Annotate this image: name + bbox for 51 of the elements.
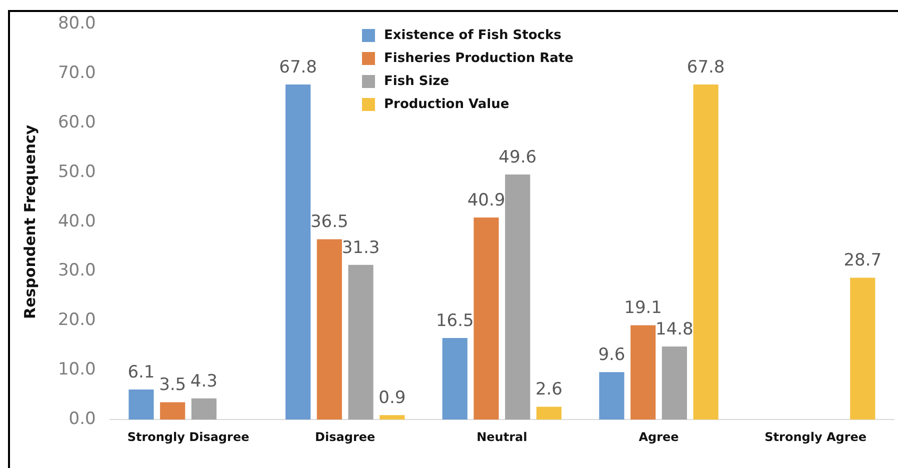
- y-tick-label: 60.0: [58, 112, 96, 132]
- bar: [316, 239, 342, 420]
- bar: [662, 346, 687, 420]
- legend-label: Fish Size: [383, 73, 450, 91]
- y-tick-label: 10.0: [58, 360, 96, 380]
- y-tick-label: 30.0: [58, 260, 96, 281]
- bar: [850, 278, 876, 420]
- data-label: 67.8: [686, 57, 725, 78]
- bar: [128, 389, 154, 420]
- bar: [474, 217, 499, 420]
- data-label: 0.9: [378, 388, 406, 408]
- data-label: 2.6: [535, 380, 562, 400]
- y-tick-label: 50.0: [58, 162, 96, 182]
- bar: [599, 372, 624, 420]
- data-label: 6.1: [128, 362, 155, 382]
- data-label: 36.5: [310, 212, 348, 232]
- data-label: 4.3: [190, 371, 218, 392]
- y-tick-label: 0.0: [68, 409, 96, 430]
- bar: [160, 402, 186, 420]
- data-label: 31.3: [342, 238, 380, 258]
- legend-label: Production Value: [383, 96, 510, 114]
- data-label: 16.5: [436, 310, 474, 331]
- bar: [442, 338, 468, 420]
- data-label: 67.8: [279, 57, 317, 78]
- y-axis-title: Respondent Frequency: [20, 124, 39, 319]
- x-tick-label: Agree: [638, 430, 679, 444]
- bar: [348, 264, 374, 420]
- y-tick-label: 40.0: [58, 211, 96, 232]
- bar: [505, 174, 530, 420]
- bar: [380, 415, 405, 420]
- y-tick-label: 70.0: [58, 63, 96, 84]
- legend-label: Existence of Fish Stocks: [383, 27, 562, 45]
- x-tick-label: Disagree: [315, 430, 376, 444]
- data-label: 49.6: [498, 147, 537, 168]
- legend-label: Fisheries Production Rate: [383, 50, 574, 68]
- data-label: 14.8: [656, 319, 694, 340]
- x-tick-label: Strongly Agree: [764, 430, 867, 444]
- data-label: 9.6: [598, 345, 626, 366]
- bar: [286, 84, 311, 420]
- bar: [693, 84, 718, 420]
- data-label: 40.9: [467, 190, 506, 210]
- data-label: 19.1: [624, 298, 662, 318]
- x-tick-label: Strongly Disagree: [127, 430, 250, 444]
- data-label: 28.7: [844, 250, 882, 271]
- bar: [536, 406, 562, 420]
- data-label: 3.5: [159, 375, 186, 396]
- bar: [191, 398, 216, 420]
- x-tick-label: Neutral: [476, 430, 528, 444]
- y-tick-label: 80.0: [58, 14, 96, 34]
- bar: [630, 325, 656, 420]
- y-tick-label: 20.0: [58, 310, 96, 330]
